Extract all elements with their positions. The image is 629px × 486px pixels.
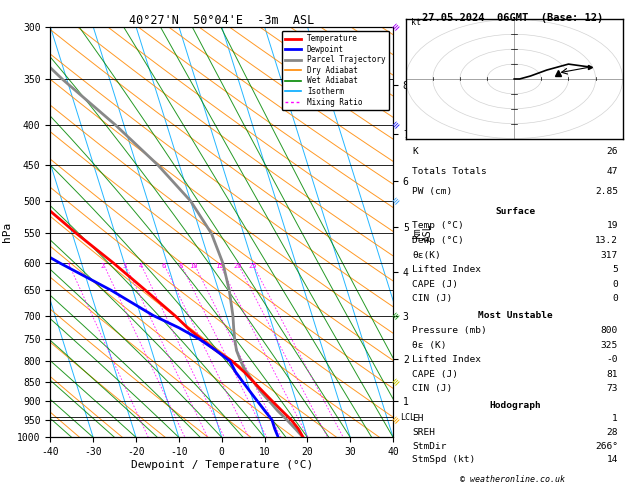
Text: 266°: 266° (595, 442, 618, 451)
Text: 47: 47 (606, 167, 618, 176)
Text: Temp (°C): Temp (°C) (412, 222, 464, 230)
Text: ≡: ≡ (391, 195, 402, 207)
Text: Pressure (mb): Pressure (mb) (412, 326, 487, 335)
Text: 0: 0 (612, 295, 618, 303)
Text: Most Unstable: Most Unstable (478, 312, 552, 320)
Text: ≡: ≡ (391, 21, 402, 33)
Text: 13.2: 13.2 (595, 236, 618, 245)
Text: 14: 14 (606, 455, 618, 464)
Text: 317: 317 (601, 251, 618, 260)
Text: 26: 26 (606, 147, 618, 156)
Text: ≡: ≡ (391, 376, 402, 388)
Text: K: K (412, 147, 418, 156)
Text: CAPE (J): CAPE (J) (412, 370, 459, 379)
Text: Hodograph: Hodograph (489, 401, 541, 410)
Text: ≡: ≡ (391, 414, 402, 426)
Text: 10: 10 (189, 263, 198, 269)
Text: LCL: LCL (400, 413, 415, 421)
Text: 28: 28 (606, 428, 618, 437)
Text: 3: 3 (123, 263, 126, 269)
Text: 1: 1 (612, 415, 618, 423)
Y-axis label: km
ASL: km ASL (411, 223, 433, 241)
Text: 6: 6 (161, 263, 165, 269)
Text: Lifted Index: Lifted Index (412, 265, 481, 274)
Text: θε(K): θε(K) (412, 251, 441, 260)
Text: 25: 25 (248, 263, 257, 269)
Text: 800: 800 (601, 326, 618, 335)
Title: 40°27'N  50°04'E  -3m  ASL: 40°27'N 50°04'E -3m ASL (129, 14, 314, 27)
Y-axis label: hPa: hPa (1, 222, 11, 242)
Text: PW (cm): PW (cm) (412, 187, 452, 196)
Text: CAPE (J): CAPE (J) (412, 280, 459, 289)
Text: Totals Totals: Totals Totals (412, 167, 487, 176)
Text: 81: 81 (606, 370, 618, 379)
Text: Surface: Surface (495, 207, 535, 216)
Text: 27.05.2024  06GMT  (Base: 12): 27.05.2024 06GMT (Base: 12) (422, 13, 603, 23)
Text: SREH: SREH (412, 428, 435, 437)
Text: 2.85: 2.85 (595, 187, 618, 196)
Text: CIN (J): CIN (J) (412, 295, 452, 303)
Text: 2: 2 (101, 263, 105, 269)
Text: kt: kt (411, 18, 421, 27)
Legend: Temperature, Dewpoint, Parcel Trajectory, Dry Adiabat, Wet Adiabat, Isotherm, Mi: Temperature, Dewpoint, Parcel Trajectory… (282, 31, 389, 110)
X-axis label: Dewpoint / Temperature (°C): Dewpoint / Temperature (°C) (131, 460, 313, 470)
Text: © weatheronline.co.uk: © weatheronline.co.uk (460, 474, 565, 484)
Text: ≡: ≡ (391, 119, 402, 131)
Text: 325: 325 (601, 341, 618, 349)
Text: 4: 4 (138, 263, 143, 269)
Text: Dewp (°C): Dewp (°C) (412, 236, 464, 245)
Text: CIN (J): CIN (J) (412, 384, 452, 393)
Text: 8: 8 (178, 263, 182, 269)
Text: Lifted Index: Lifted Index (412, 355, 481, 364)
Text: ≡: ≡ (391, 310, 402, 322)
Text: 19: 19 (606, 222, 618, 230)
Text: StmSpd (kt): StmSpd (kt) (412, 455, 476, 464)
Text: EH: EH (412, 415, 424, 423)
Text: 0: 0 (612, 280, 618, 289)
Text: -0: -0 (606, 355, 618, 364)
Text: 1: 1 (66, 263, 70, 269)
Text: 73: 73 (606, 384, 618, 393)
Text: 20: 20 (233, 263, 242, 269)
Text: θε (K): θε (K) (412, 341, 447, 349)
Text: 5: 5 (612, 265, 618, 274)
Text: StmDir: StmDir (412, 442, 447, 451)
Text: 15: 15 (215, 263, 223, 269)
